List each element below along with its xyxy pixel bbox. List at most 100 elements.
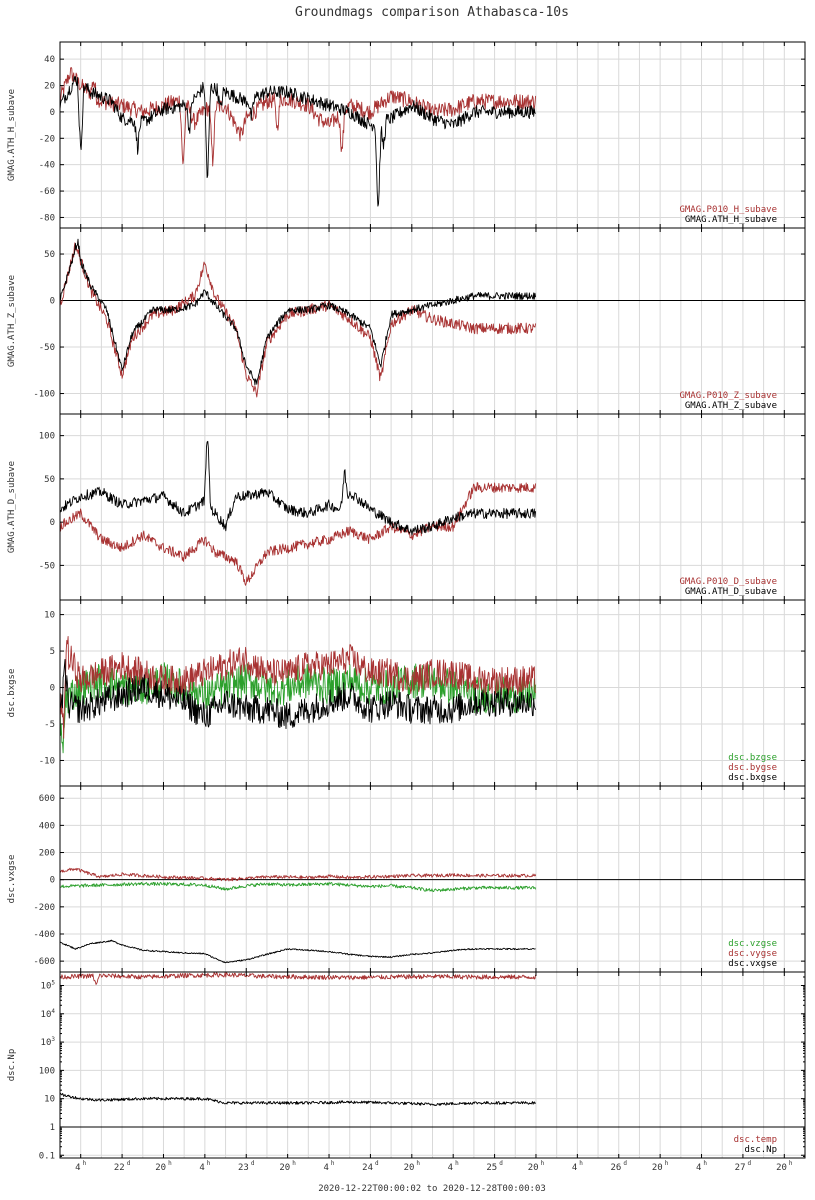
y-tick-label: 5 bbox=[50, 647, 55, 657]
y-tick-label: -80 bbox=[39, 213, 55, 223]
x-tick-unit: h bbox=[703, 1160, 707, 1167]
x-tick-unit: d bbox=[375, 1160, 379, 1167]
x-tick-label: 20 h bbox=[279, 1160, 296, 1173]
series-line-GMAG.ATH_Z_subave bbox=[59, 238, 537, 386]
panel-frame bbox=[59, 971, 806, 1159]
x-tick-unit: h bbox=[541, 1160, 545, 1167]
series-line-dsc.vzgse bbox=[59, 881, 537, 893]
x-tick-unit: d bbox=[499, 1160, 503, 1167]
series-line-GMAG.ATH_D_subave bbox=[59, 440, 537, 536]
y-tick-label: -200 bbox=[33, 903, 55, 913]
legend-entry: dsc.vygse bbox=[728, 949, 777, 959]
x-tick-unit: h bbox=[579, 1160, 583, 1167]
legend-entry: dsc.vzgse bbox=[728, 939, 777, 949]
panel-GMAG.ATH_D_subave: -50050100GMAG.P010_D_subaveGMAG.ATH_D_su… bbox=[7, 413, 806, 601]
y-tick-label: 0 bbox=[50, 684, 55, 694]
x-tick-label: 24 d bbox=[362, 1160, 379, 1173]
series-line-dsc.bxgse bbox=[59, 658, 537, 730]
y-axis-label: GMAG.ATH_D_subave bbox=[7, 461, 17, 553]
x-tick-label: 25 d bbox=[486, 1160, 503, 1173]
y-tick-label: 200 bbox=[39, 849, 55, 859]
series-line-dsc.vygse bbox=[59, 867, 537, 882]
chart-title: Groundmags comparison Athabasca-10s bbox=[295, 5, 569, 20]
legend-entry: dsc.bzgse bbox=[728, 753, 777, 763]
legend-entry: dsc.bxgse bbox=[728, 773, 777, 783]
y-tick-label: 40 bbox=[44, 55, 55, 65]
y-tick-label: 0 bbox=[50, 876, 55, 886]
y-axis-label: dsc.vxgse bbox=[7, 855, 17, 904]
legend-entry: GMAG.ATH_H_subave bbox=[685, 215, 777, 225]
series-line-dsc.temp bbox=[60, 972, 537, 985]
x-tick-unit: h bbox=[331, 1160, 335, 1167]
y-tick-exponent: 5 bbox=[51, 979, 55, 986]
y-axis-label: GMAG.ATH_H_subave bbox=[7, 89, 17, 181]
x-tick-label: 20 h bbox=[155, 1160, 172, 1173]
y-tick-label: -50 bbox=[39, 343, 55, 353]
y-tick-label: 600 bbox=[39, 794, 55, 804]
x-tick-unit: d bbox=[623, 1160, 627, 1167]
x-tick-label: 22 d bbox=[114, 1160, 131, 1173]
x-tick-unit: h bbox=[83, 1160, 87, 1167]
panel-dsc.vxgse: -600 -400 -200 0 200 400 600 dsc.vzgsedsc.vygse… bbox=[7, 785, 806, 973]
y-tick-label: -50 bbox=[39, 561, 55, 571]
x-tick-unit: d bbox=[748, 1160, 752, 1167]
y-tick-label: 0 bbox=[50, 108, 55, 118]
x-tick-label: 23 d bbox=[238, 1160, 255, 1173]
series-line-dsc.Np bbox=[59, 1092, 536, 1107]
y-tick-label: -100 bbox=[33, 390, 55, 400]
y-tick-label: -20 bbox=[39, 134, 55, 144]
x-tick-unit: h bbox=[789, 1160, 793, 1167]
y-tick-exponent: 4 bbox=[51, 1008, 55, 1015]
x-tick-unit: h bbox=[168, 1160, 172, 1167]
legend-entry: GMAG.ATH_D_subave bbox=[685, 587, 777, 597]
series-line-GMAG.P010_H_subave bbox=[59, 67, 537, 167]
y-tick-label: 100 bbox=[39, 1066, 55, 1076]
legend-entry: GMAG.P010_Z_subave bbox=[679, 391, 777, 401]
legend-entry: GMAG.ATH_Z_subave bbox=[685, 401, 777, 411]
panel-GMAG.ATH_Z_subave: -100-50050GMAG.P010_Z_subaveGMAG.ATH_Z_s… bbox=[7, 227, 806, 415]
plot-panels: -80-60-40-2002040GMAG.P010_H_subaveGMAG.… bbox=[7, 41, 806, 1173]
y-tick-label: 0 bbox=[50, 297, 55, 307]
y-tick-label: -5 bbox=[44, 720, 55, 730]
y-axis-label: GMAG.ATH_Z_subave bbox=[7, 275, 17, 367]
panel-GMAG.ATH_H_subave: -80-60-40-2002040GMAG.P010_H_subaveGMAG.… bbox=[7, 41, 806, 229]
legend-entry: dsc.bygse bbox=[728, 763, 777, 773]
y-tick-label: 100 bbox=[39, 432, 55, 442]
y-tick-label: -400 bbox=[33, 930, 55, 940]
panel-dsc.bxgse: -10-50510dsc.bzgsedsc.bygsedsc.bxgsedsc.… bbox=[7, 599, 806, 787]
x-tick-unit: h bbox=[416, 1160, 420, 1167]
x-tick-unit: h bbox=[455, 1160, 459, 1167]
y-tick-label: -10 bbox=[39, 756, 55, 766]
x-tick-label: 20 h bbox=[776, 1160, 793, 1173]
y-tick-label: 103 bbox=[41, 1036, 56, 1048]
series-line-dsc.vxgse bbox=[59, 939, 536, 964]
y-tick-label: 50 bbox=[44, 250, 55, 260]
series-line-GMAG.P010_Z_subave bbox=[59, 242, 537, 398]
legend-entry: dsc.vxgse bbox=[728, 959, 777, 969]
y-tick-label: 50 bbox=[44, 475, 55, 485]
x-tick-unit: h bbox=[292, 1160, 296, 1167]
x-tick-label: 27 d bbox=[735, 1160, 752, 1173]
y-tick-label: 1 bbox=[50, 1123, 55, 1133]
y-tick-label: 104 bbox=[41, 1008, 56, 1020]
legend-entry: GMAG.P010_D_subave bbox=[679, 577, 777, 587]
y-tick-label: 105 bbox=[41, 979, 56, 991]
time-range-label: 2020-12-22T00:00:02 to 2020-12-28T00:00:… bbox=[318, 1184, 546, 1194]
y-tick-label: 0 bbox=[50, 518, 55, 528]
y-tick-label: 10 bbox=[44, 1095, 55, 1105]
y-tick-label: -40 bbox=[39, 161, 55, 171]
x-tick-label: 20 h bbox=[404, 1160, 421, 1173]
y-tick-label: 20 bbox=[44, 82, 55, 92]
y-tick-exponent: 3 bbox=[51, 1036, 55, 1043]
y-axis-label: dsc.bxgse bbox=[7, 669, 17, 718]
x-tick-unit: h bbox=[207, 1160, 211, 1167]
y-tick-label: 400 bbox=[39, 821, 55, 831]
y-axis-label: dsc.Np bbox=[7, 1049, 17, 1082]
y-tick-label: 0.1 bbox=[39, 1151, 55, 1161]
